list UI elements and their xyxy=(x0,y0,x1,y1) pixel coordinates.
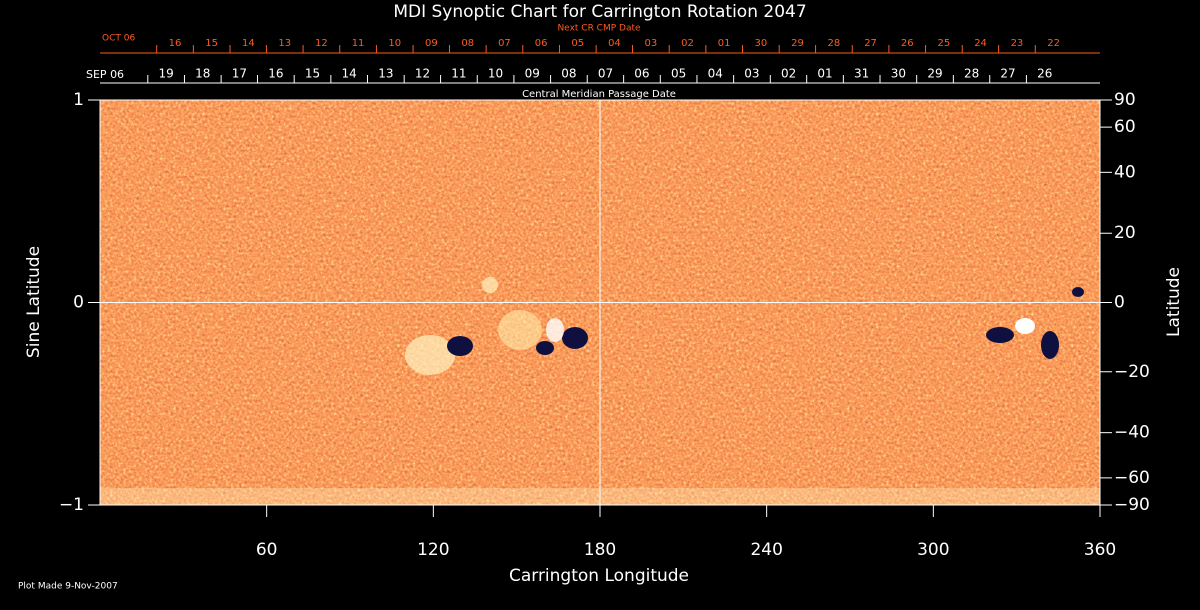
date-label: 10 xyxy=(488,67,503,81)
cmp-start: SEP 06 xyxy=(86,68,124,81)
date-label: 17 xyxy=(232,67,247,81)
date-label: 02 xyxy=(781,67,796,81)
date-label: 01 xyxy=(718,38,731,49)
y2-tick-label: 20 xyxy=(1114,223,1136,243)
date-label: 16 xyxy=(268,67,283,81)
date-label: 28 xyxy=(964,67,979,81)
date-label: 18 xyxy=(195,67,210,81)
date-label: 22 xyxy=(1047,38,1060,49)
date-label: 09 xyxy=(525,67,540,81)
y2-tick-label: −60 xyxy=(1114,468,1150,488)
y2-tick-label: 90 xyxy=(1114,90,1136,110)
date-label: 28 xyxy=(828,38,841,49)
date-label: 01 xyxy=(817,67,832,81)
y-tick-label: 1 xyxy=(73,90,84,110)
x-tick-label: 360 xyxy=(1084,540,1116,560)
date-label: 03 xyxy=(644,38,657,49)
date-label: 12 xyxy=(415,67,430,81)
date-label: 05 xyxy=(671,67,686,81)
x-tick-label: 240 xyxy=(750,540,782,560)
date-label: 08 xyxy=(461,38,474,49)
date-label: 10 xyxy=(388,38,401,49)
date-label: 23 xyxy=(1011,38,1024,49)
y2-axis-title: Latitude xyxy=(1164,267,1184,337)
date-label: 06 xyxy=(535,38,548,49)
date-label: 06 xyxy=(634,67,649,81)
y2-tick-label: −20 xyxy=(1114,362,1150,382)
date-label: 27 xyxy=(1000,67,1015,81)
y-axis-title: Sine Latitude xyxy=(24,246,44,358)
date-label: 15 xyxy=(205,38,218,49)
date-label: 24 xyxy=(974,38,987,49)
x-tick-label: 120 xyxy=(417,540,449,560)
y2-tick-label: 60 xyxy=(1114,117,1136,137)
date-label: 11 xyxy=(451,67,466,81)
y-tick-label: −1 xyxy=(59,495,84,515)
date-label: 04 xyxy=(608,38,621,49)
cmp-title: Central Meridian Passage Date xyxy=(522,89,676,100)
date-label: 04 xyxy=(708,67,723,81)
x-axis-title: Carrington Longitude xyxy=(509,566,689,586)
y2-tick-label: 0 xyxy=(1114,293,1125,313)
date-label: 08 xyxy=(561,67,576,81)
date-label: 25 xyxy=(938,38,951,49)
next-cmp-title: Next CR CMP Date xyxy=(557,24,641,34)
date-label: 12 xyxy=(315,38,328,49)
date-label: 16 xyxy=(169,38,182,49)
date-label: 26 xyxy=(1037,67,1052,81)
date-label: 14 xyxy=(342,67,357,81)
date-label: 15 xyxy=(305,67,320,81)
date-label: 02 xyxy=(681,38,694,49)
y-tick-label: 0 xyxy=(73,293,84,313)
date-label: 07 xyxy=(598,67,613,81)
date-label: 30 xyxy=(754,38,767,49)
date-label: 27 xyxy=(864,38,877,49)
chart-title: MDI Synoptic Chart for Carrington Rotati… xyxy=(393,2,806,22)
footnote: Plot Made 9-Nov-2007 xyxy=(18,582,118,592)
date-label: 29 xyxy=(791,38,804,49)
date-label: 29 xyxy=(927,67,942,81)
x-tick-label: 300 xyxy=(917,540,949,560)
date-label: 13 xyxy=(278,38,291,49)
y2-tick-label: −90 xyxy=(1114,495,1150,515)
next-cmp-start: OCT 06 xyxy=(102,34,135,44)
date-label: 14 xyxy=(242,38,255,49)
date-label: 11 xyxy=(352,38,365,49)
x-tick-label: 60 xyxy=(256,540,278,560)
date-label: 26 xyxy=(901,38,914,49)
y2-tick-label: −40 xyxy=(1114,423,1150,443)
date-label: 05 xyxy=(571,38,584,49)
date-label: 13 xyxy=(378,67,393,81)
date-label: 07 xyxy=(498,38,511,49)
x-tick-label: 180 xyxy=(584,540,616,560)
date-label: 03 xyxy=(744,67,759,81)
date-label: 09 xyxy=(425,38,438,49)
y2-tick-label: 40 xyxy=(1114,162,1136,182)
date-label: 19 xyxy=(158,67,173,81)
date-label: 31 xyxy=(854,67,869,81)
date-label: 30 xyxy=(891,67,906,81)
